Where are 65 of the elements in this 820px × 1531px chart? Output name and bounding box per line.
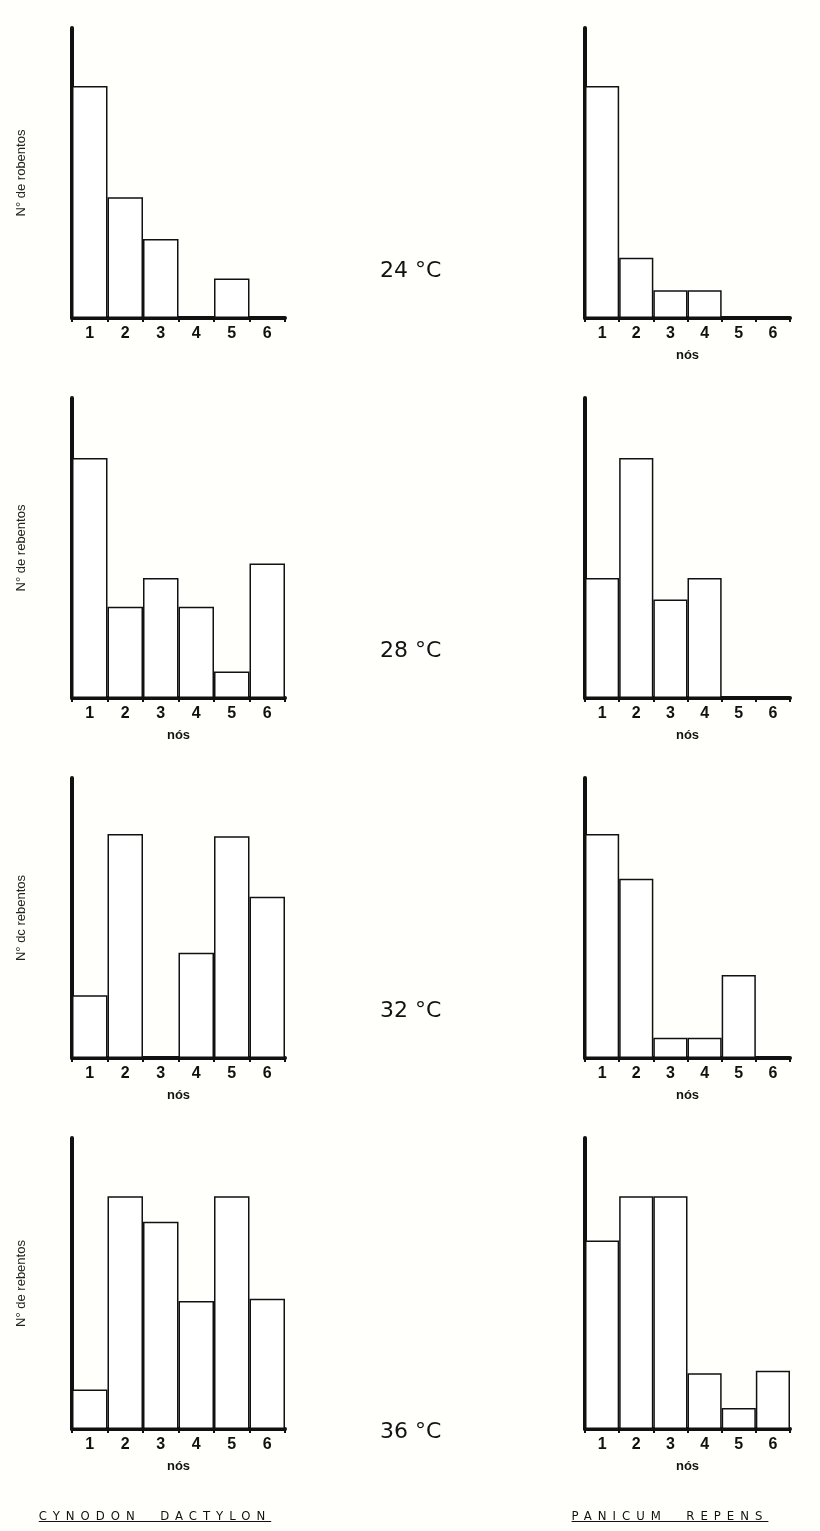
x-tick-label: 5 xyxy=(734,1434,744,1452)
x-tick-label: 1 xyxy=(85,703,95,721)
x-axis-title: nós xyxy=(166,727,191,742)
x-tick-label: 3 xyxy=(665,323,675,341)
x-tick-label: 3 xyxy=(665,703,675,721)
x-tick-label: 3 xyxy=(156,1063,166,1081)
x-tick-label: 3 xyxy=(156,703,166,721)
x-axis-title: nós xyxy=(675,1087,700,1102)
x-tick-label: 2 xyxy=(631,323,641,341)
x-tick-label: 5 xyxy=(734,1063,744,1081)
x-tick-label: 3 xyxy=(665,1434,675,1452)
x-tick-label: 2 xyxy=(120,1434,130,1452)
x-tick-label: 5 xyxy=(734,323,744,341)
x-tick-label: 6 xyxy=(768,1063,778,1081)
x-tick-label: 4 xyxy=(700,1063,710,1081)
y-axis-title: N° de rebentos xyxy=(13,1239,28,1327)
x-tick-label: 2 xyxy=(631,703,641,721)
x-tick-label: 1 xyxy=(85,1063,95,1081)
x-tick-label: 2 xyxy=(631,1063,641,1081)
x-tick-label: 2 xyxy=(631,1434,641,1452)
x-tick-label: 2 xyxy=(120,703,130,721)
text: PANICUM REPENS xyxy=(570,1508,770,1523)
x-tick-label: 5 xyxy=(734,703,744,721)
x-tick-label: 2 xyxy=(120,323,130,341)
x-tick-label: 6 xyxy=(262,703,272,721)
x-tick-label: 4 xyxy=(191,1063,201,1081)
x-axis-title: nós xyxy=(166,1087,191,1102)
x-tick-label: 1 xyxy=(85,323,95,341)
x-tick-label: 3 xyxy=(665,1063,675,1081)
x-tick-label: 1 xyxy=(597,323,607,341)
x-tick-label: 4 xyxy=(700,1434,710,1452)
y-axis-title: N° dc rebentos xyxy=(13,874,28,962)
x-axis-title: nós xyxy=(675,347,700,362)
y-axis-title: N° de robentos xyxy=(13,129,28,217)
x-tick-label: 1 xyxy=(597,1434,607,1452)
x-tick-label: 1 xyxy=(85,1434,95,1452)
x-tick-label: 4 xyxy=(191,1434,201,1452)
x-tick-label: 5 xyxy=(227,1434,237,1452)
x-tick-label: 6 xyxy=(768,1434,778,1452)
text: 32 °C xyxy=(380,996,442,1022)
x-tick-label: 6 xyxy=(768,323,778,341)
x-tick-label: 5 xyxy=(227,1063,237,1081)
x-tick-label: 6 xyxy=(768,703,778,721)
x-tick-label: 6 xyxy=(262,1434,272,1452)
x-tick-label: 5 xyxy=(227,703,237,721)
x-tick-label: 6 xyxy=(262,1063,272,1081)
y-axis-title: N° de rebentos xyxy=(13,504,28,592)
text: 36 °C xyxy=(380,1417,442,1443)
x-tick-label: 1 xyxy=(597,703,607,721)
x-tick-label: 2 xyxy=(120,1063,130,1081)
x-axis-title: nós xyxy=(675,1458,700,1473)
text: 24 °C xyxy=(380,256,442,282)
x-tick-label: 3 xyxy=(156,1434,166,1452)
x-axis-title: nós xyxy=(675,727,700,742)
x-tick-label: 4 xyxy=(191,703,201,721)
x-tick-label: 4 xyxy=(191,323,201,341)
x-tick-label: 1 xyxy=(597,1063,607,1081)
x-axis-title: nós xyxy=(166,1458,191,1473)
x-tick-label: 4 xyxy=(700,703,710,721)
x-tick-label: 3 xyxy=(156,323,166,341)
x-tick-label: 5 xyxy=(227,323,237,341)
text: 28 °C xyxy=(380,636,442,662)
x-tick-label: 4 xyxy=(700,323,710,341)
text: CYNODON DACTYLON xyxy=(37,1508,273,1523)
x-tick-label: 6 xyxy=(262,323,272,341)
